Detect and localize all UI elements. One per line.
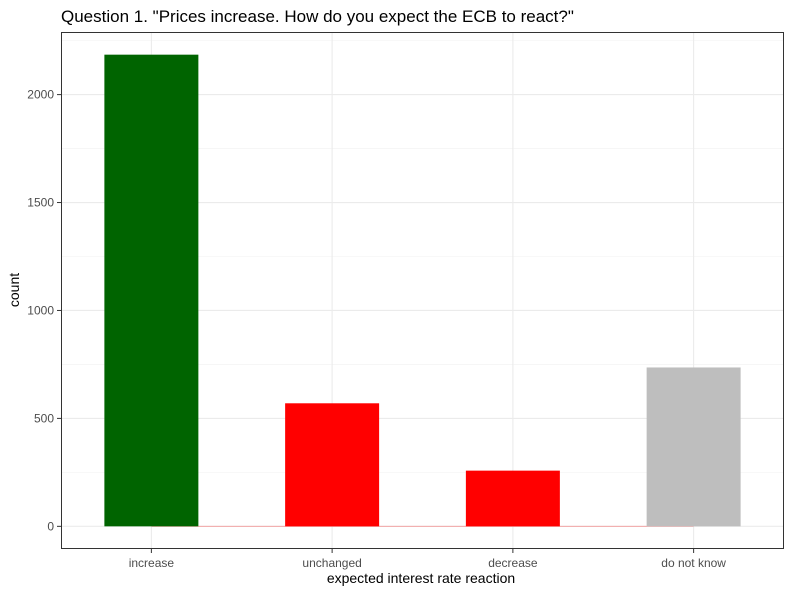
bars — [104, 54, 741, 527]
y-tick-label: 0 — [47, 519, 54, 533]
x-tick-label: increase — [129, 556, 175, 570]
bar-decrease — [465, 470, 560, 527]
y-tick-label: 1500 — [27, 196, 54, 210]
x-axis-title: expected interest rate reaction — [327, 570, 515, 586]
y-axis-title: count — [6, 273, 22, 307]
plot-border — [61, 32, 784, 549]
x-axis: increase unchanged decrease do not know — [129, 549, 726, 570]
bar-do-not-know — [646, 367, 741, 527]
plot-area — [61, 32, 784, 549]
bar-increase — [104, 54, 199, 527]
bar-unchanged — [285, 403, 380, 527]
x-tick-label: decrease — [488, 556, 538, 570]
y-tick-label: 2000 — [27, 88, 54, 102]
y-tick-label: 1000 — [27, 303, 54, 317]
x-tick-label: do not know — [661, 556, 726, 570]
y-tick-label: 500 — [34, 411, 54, 425]
chart-title: Question 1. "Prices increase. How do you… — [61, 7, 574, 26]
y-axis: 0 500 1000 1500 2000 — [27, 88, 61, 533]
x-tick-label: unchanged — [302, 556, 361, 570]
